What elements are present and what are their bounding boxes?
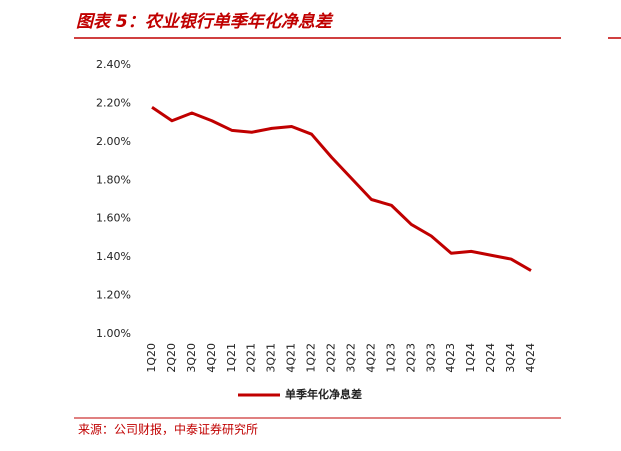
source: 来源：公司财报，中泰证券研究所: [78, 422, 258, 437]
x-tick-label: 4Q22: [364, 343, 377, 373]
x-tick-label: 2Q21: [245, 343, 258, 373]
x-tick-label: 2Q24: [484, 343, 497, 373]
x-tick-label: 1Q22: [305, 343, 318, 373]
x-tick-label: 3Q20: [185, 343, 198, 373]
x-tick-label: 4Q23: [444, 343, 457, 373]
x-tick-label: 3Q21: [265, 343, 278, 373]
y-tick-label: 1.80%: [96, 173, 131, 186]
y-tick-label: 1.60%: [96, 212, 131, 225]
legend-label: 单季年化净息差: [285, 387, 362, 401]
y-tick-label: 1.00%: [96, 327, 131, 340]
x-tick-label: 3Q24: [504, 343, 517, 373]
x-tick-label: 2Q23: [404, 343, 417, 373]
y-tick-label: 1.40%: [96, 250, 131, 263]
y-tick-label: 2.20%: [96, 96, 131, 109]
y-tick-label: 2.00%: [96, 135, 131, 148]
y-tick-label: 2.40%: [96, 58, 131, 71]
chart-title: 图表 5：农业银行单季年化净息差: [76, 12, 334, 32]
x-tick-label: 1Q21: [225, 343, 238, 373]
x-tick-label: 1Q23: [384, 343, 397, 373]
x-tick-label: 2Q20: [165, 343, 178, 373]
y-tick-label: 1.20%: [96, 289, 131, 302]
x-tick-label: 2Q22: [325, 343, 338, 373]
x-tick-label: 4Q21: [285, 343, 298, 373]
x-tick-label: 4Q20: [205, 343, 218, 373]
x-tick-label: 1Q24: [464, 343, 477, 373]
x-tick-label: 3Q23: [424, 343, 437, 373]
x-tick-label: 3Q22: [344, 343, 357, 373]
x-tick-label: 1Q20: [145, 343, 158, 373]
x-tick-label: 4Q24: [524, 343, 537, 373]
line: [151, 106, 532, 272]
